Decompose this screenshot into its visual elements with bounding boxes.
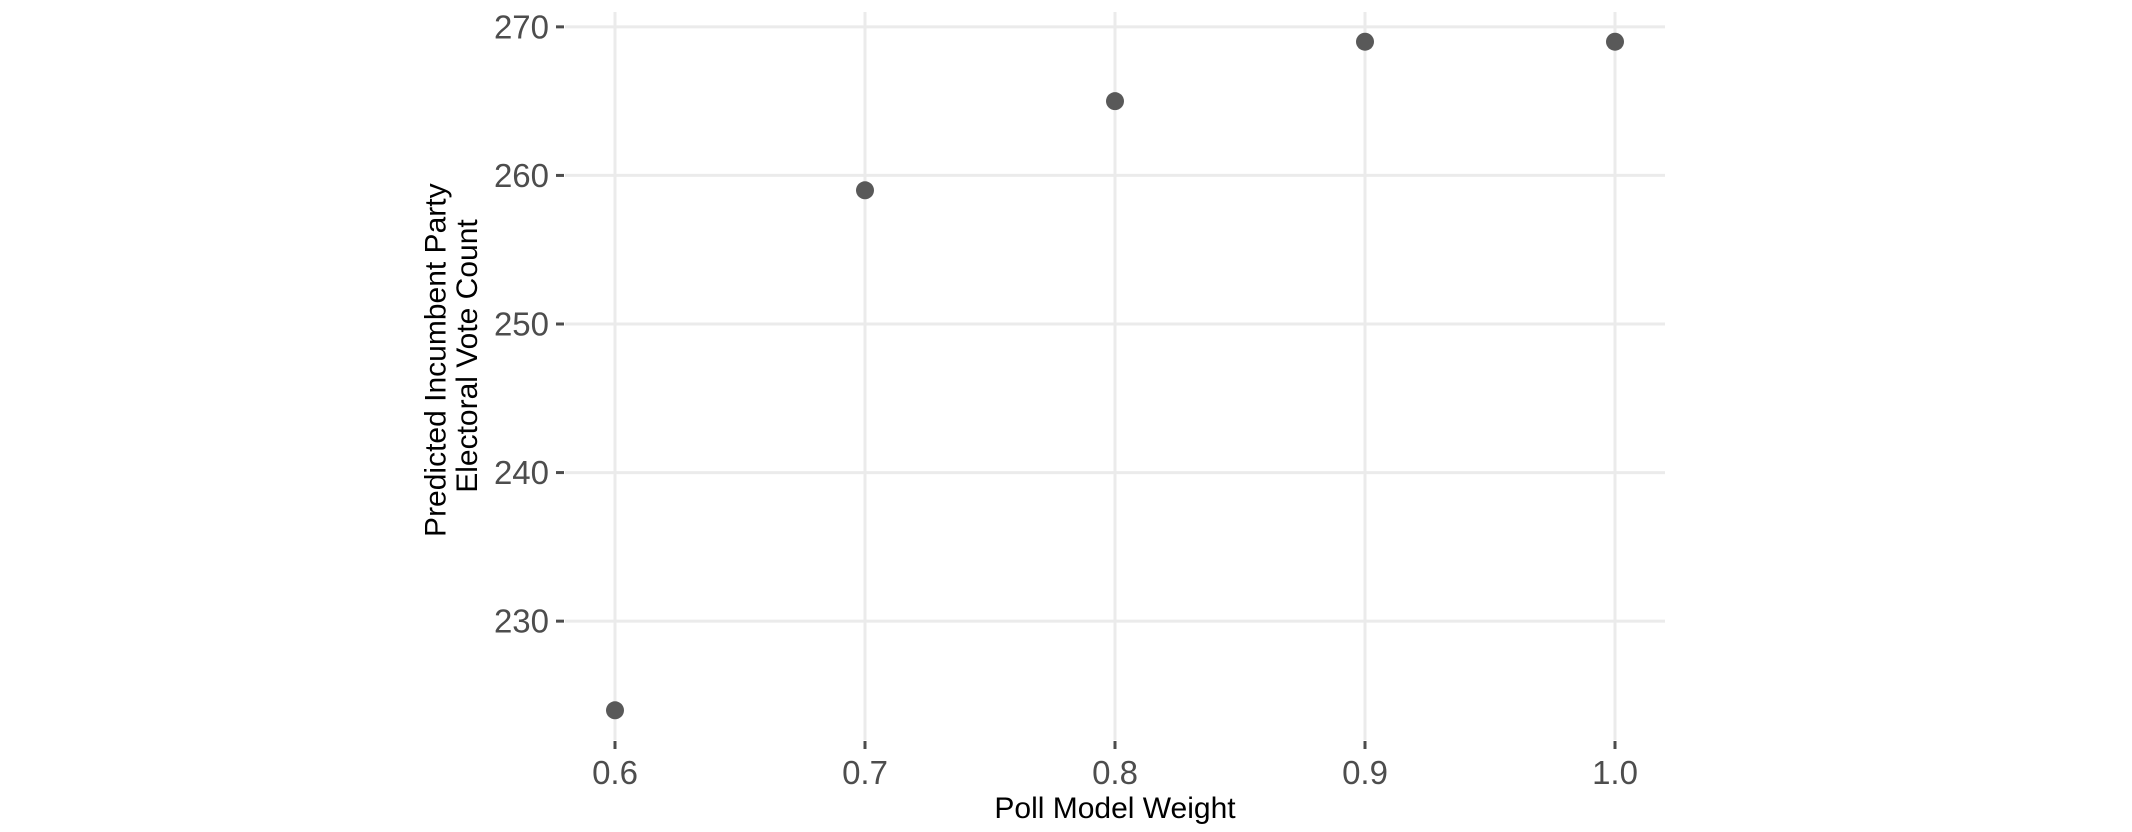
- y-axis-title-line-2: Electoral Vote Count: [451, 219, 484, 493]
- data-point: [1106, 92, 1124, 111]
- x-tick-label: 0.6: [592, 754, 638, 791]
- tick-labels: 230 240 250 260 270 0.6 0.7 0.8 0.9 1.0: [494, 8, 1638, 791]
- x-axis-title: Poll Model Weight: [994, 792, 1236, 825]
- data-point: [1356, 32, 1374, 51]
- y-tick-label: 270: [494, 8, 549, 45]
- grid-layer: [565, 12, 1665, 740]
- x-tick-label: 1.0: [1592, 754, 1638, 791]
- y-tick-label: 260: [494, 157, 549, 194]
- data-point: [606, 701, 624, 720]
- data-point: [1606, 32, 1624, 51]
- y-axis-title: Predicted Incumbent Party Electoral Vote…: [420, 175, 485, 537]
- axis-ticks: [556, 25, 1617, 749]
- y-axis-title-line-1: Predicted Incumbent Party: [420, 183, 453, 537]
- data-points: [606, 32, 1624, 720]
- y-tick-label: 250: [494, 306, 549, 343]
- x-tick-label: 0.7: [842, 754, 888, 791]
- y-tick-label: 230: [494, 603, 549, 640]
- data-point: [856, 181, 874, 200]
- x-tick-label: 0.9: [1342, 754, 1388, 791]
- x-tick-label: 0.8: [1092, 754, 1138, 791]
- y-tick-label: 240: [494, 454, 549, 491]
